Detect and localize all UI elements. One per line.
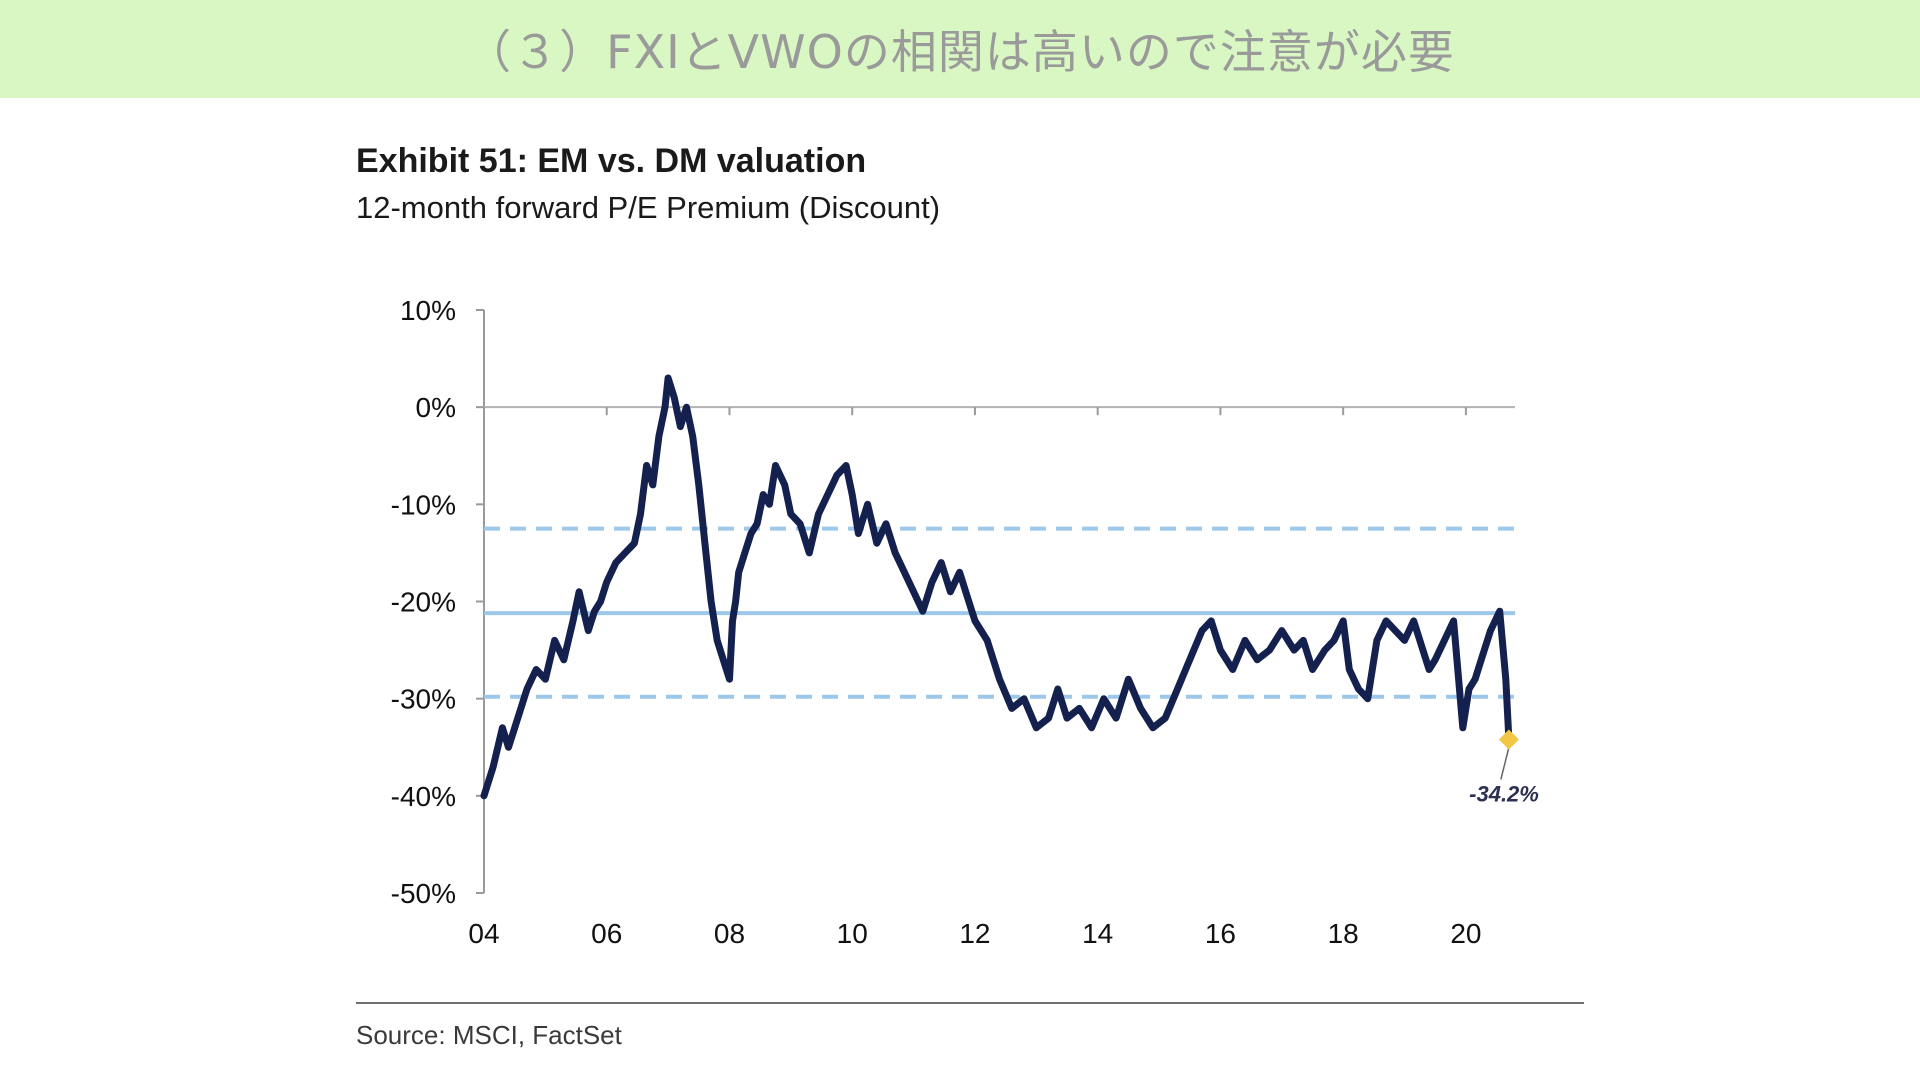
y-tick-label: -40%	[391, 781, 456, 812]
x-tick-label: 14	[1082, 918, 1113, 949]
y-tick-label: 0%	[416, 392, 456, 423]
annotation-leader-line	[1500, 747, 1510, 780]
source-note: Source: MSCI, FactSet	[356, 1020, 622, 1050]
x-tick-label: 20	[1450, 918, 1481, 949]
valuation-line-chart: 10% 0% -10% -20% -30% -40% -50% 04 06 08 10 12 14 16 1…	[391, 295, 1539, 949]
y-tick-label: -50%	[391, 878, 456, 909]
source-divider	[356, 1002, 1584, 1004]
x-tick-label: 16	[1205, 918, 1236, 949]
last-value-label: -34.2%	[1469, 781, 1539, 806]
y-tick-label: -30%	[391, 684, 456, 715]
x-tick-label: 08	[714, 918, 745, 949]
x-tick-label: 06	[591, 918, 622, 949]
y-tick-label: -20%	[391, 587, 456, 618]
y-tick-label: 10%	[400, 295, 456, 326]
exhibit-subtitle: 12-month forward P/E Premium (Discount)	[356, 190, 941, 225]
x-tick-label: 18	[1328, 918, 1359, 949]
title-banner: （３）FXIとVWOの相関は高いので注意が必要	[0, 0, 1920, 98]
exhibit-title: Exhibit 51: EM vs. DM valuation	[356, 142, 867, 180]
x-tick-label: 12	[959, 918, 990, 949]
x-tick-label: 10	[837, 918, 868, 949]
y-tick-label: -10%	[391, 489, 456, 520]
x-tick-label: 04	[468, 918, 499, 949]
banner-title: （３）FXIとVWOの相関は高いので注意が必要	[465, 25, 1455, 79]
last-value-marker	[1498, 729, 1519, 750]
em-vs-dm-pe-series	[480, 374, 1513, 800]
